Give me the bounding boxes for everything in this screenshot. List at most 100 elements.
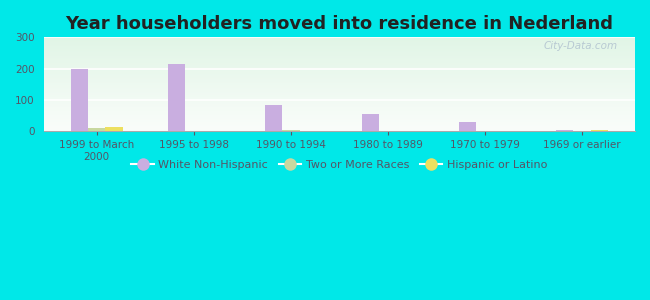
Bar [44,96,635,97]
Bar [44,66,635,67]
Bar [44,40,635,41]
Text: City-Data.com: City-Data.com [543,41,618,51]
Bar [44,84,635,85]
Bar [44,116,635,117]
Bar [44,75,635,76]
Bar [44,129,635,130]
Bar [44,74,635,75]
Bar [282,130,300,131]
Bar [44,69,635,70]
Bar [44,93,635,94]
Bar [44,127,635,128]
Bar [71,69,88,131]
Bar [44,107,635,108]
Bar [44,53,635,54]
Bar [44,82,635,83]
Bar [44,76,635,77]
Bar [44,50,635,51]
Bar [44,89,635,90]
Bar [44,108,635,109]
Bar [44,67,635,68]
Bar [44,45,635,46]
Bar [44,99,635,100]
Bar [44,56,635,57]
Bar [44,112,635,113]
Bar [44,62,635,63]
Legend: White Non-Hispanic, Two or More Races, Hispanic or Latino: White Non-Hispanic, Two or More Races, H… [127,156,552,175]
Bar [44,90,635,91]
Bar [44,61,635,62]
Bar [44,115,635,116]
Bar [459,122,476,131]
Bar [44,47,635,48]
Bar [44,59,635,60]
Bar [44,57,635,58]
Bar [44,113,635,114]
Bar [44,105,635,106]
Bar [44,119,635,120]
Bar [44,55,635,56]
Bar [44,52,635,53]
Bar [44,94,635,95]
Bar [44,71,635,72]
Bar [44,130,635,131]
Bar [44,106,635,107]
Bar [44,122,635,123]
Bar [44,42,635,43]
Bar [556,130,573,131]
Bar [44,60,635,61]
Bar [44,85,635,86]
Bar [44,98,635,99]
Bar [44,109,635,110]
Bar [44,121,635,122]
Bar [44,110,635,111]
Bar [44,81,635,82]
Bar [44,86,635,87]
Bar [44,92,635,93]
Bar [44,49,635,50]
Bar [44,124,635,125]
Bar [44,79,635,80]
Bar [44,43,635,44]
Bar [44,83,635,84]
Bar [44,125,635,126]
Bar [44,63,635,64]
Bar [44,70,635,71]
Bar [44,38,635,39]
Bar [44,111,635,112]
Bar [44,58,635,59]
Bar [44,118,635,119]
Bar [44,97,635,98]
Bar [44,87,635,88]
Bar [44,100,635,101]
Bar [44,64,635,65]
Bar [44,48,635,49]
Bar [265,105,282,131]
Bar [44,39,635,40]
Bar [44,77,635,78]
Bar [44,51,635,52]
Bar [168,64,185,131]
Bar [88,128,105,131]
Bar [44,101,635,102]
Bar [105,128,123,131]
Bar [44,68,635,69]
Bar [44,41,635,42]
Bar [44,65,635,66]
Bar [44,72,635,73]
Bar [44,54,635,55]
Bar [44,80,635,81]
Bar [44,103,635,104]
Bar [591,130,608,131]
Bar [44,46,635,47]
Bar [44,37,635,38]
Bar [44,104,635,105]
Bar [44,126,635,127]
Bar [44,73,635,74]
Bar [44,95,635,96]
Bar [361,114,379,131]
Bar [44,114,635,115]
Bar [44,123,635,124]
Bar [44,88,635,89]
Bar [44,117,635,118]
